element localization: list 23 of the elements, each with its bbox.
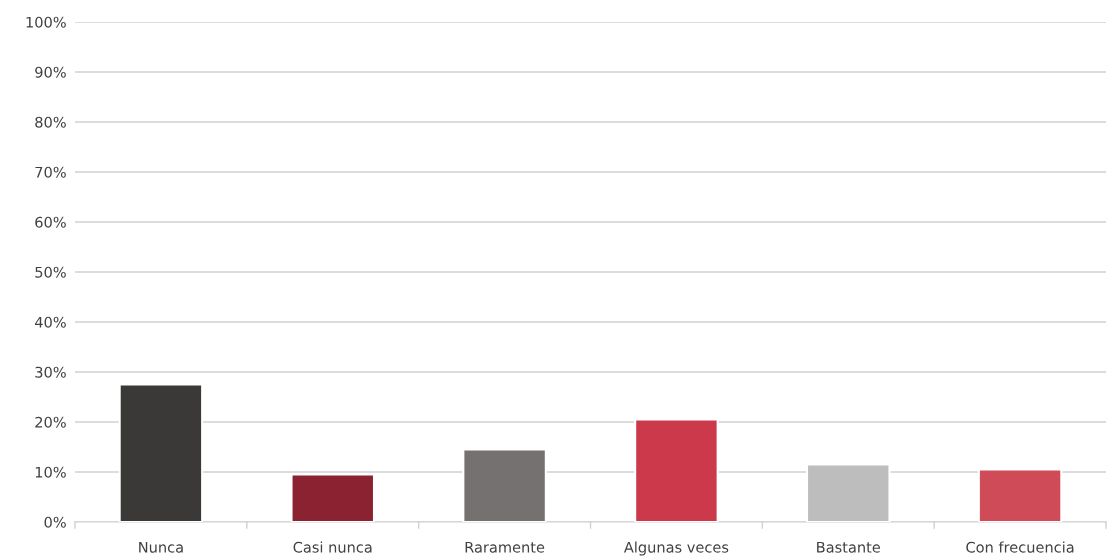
y-tick-label: 30% xyxy=(35,366,66,378)
x-tick-label: Casi nunca xyxy=(293,541,372,553)
y-tick-label: 10% xyxy=(35,466,66,478)
y-tick-label: 70% xyxy=(35,166,66,178)
bar xyxy=(290,473,376,522)
bar xyxy=(462,448,547,522)
bar xyxy=(634,418,719,522)
x-tick-label: Raramente xyxy=(465,541,545,553)
y-tick-label: 60% xyxy=(35,216,66,228)
bar xyxy=(977,468,1063,522)
y-tick-label: 40% xyxy=(34,316,66,328)
x-tick-label: Con frecuencia xyxy=(966,541,1074,553)
y-tick-label: 100% xyxy=(26,16,66,28)
x-tick-label: Algunas veces xyxy=(623,541,729,556)
y-tick-label: 80% xyxy=(35,116,66,128)
y-tick-label: 0% xyxy=(44,516,66,528)
x-tick-label: Nunca xyxy=(139,541,183,553)
y-tick-label: 50% xyxy=(35,266,66,278)
bar xyxy=(118,383,204,522)
y-tick-label: 90% xyxy=(35,66,66,78)
y-tick-label: 20% xyxy=(35,416,66,428)
bar xyxy=(805,463,891,522)
x-tick-label: Bastante xyxy=(817,541,881,553)
